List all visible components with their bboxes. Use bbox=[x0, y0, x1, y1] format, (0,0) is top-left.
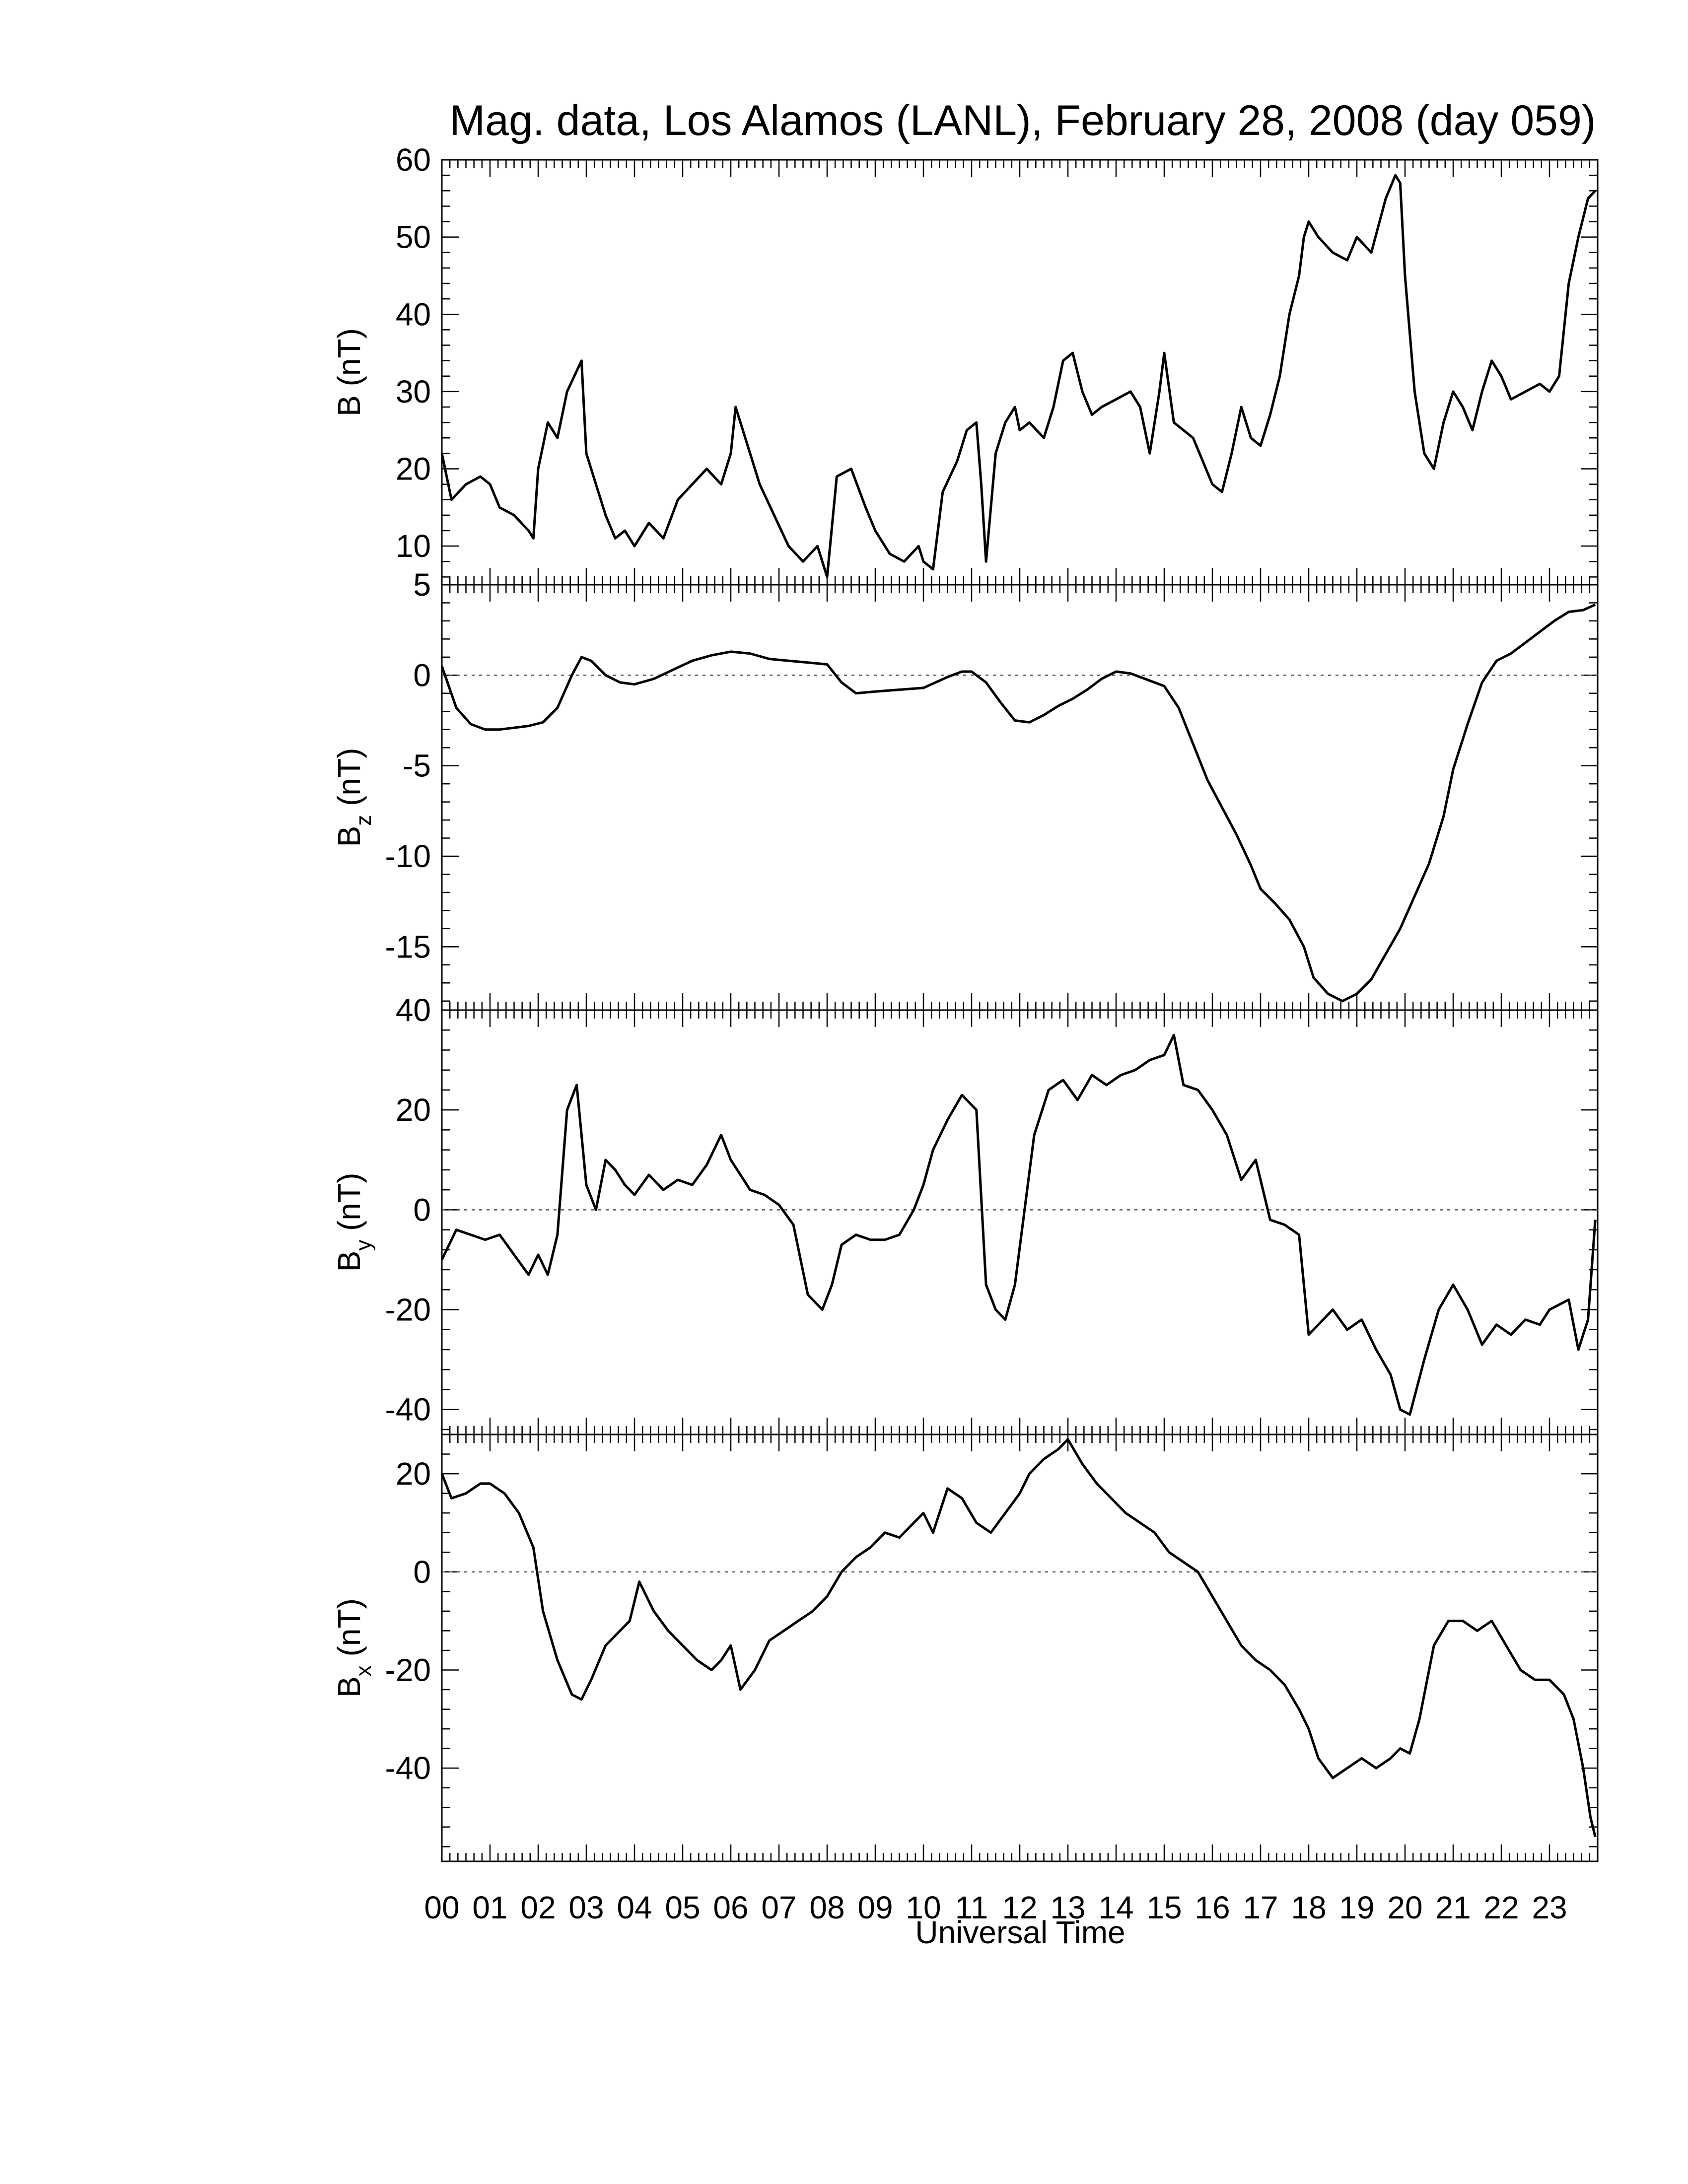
y-axis-title: Bx (nT) bbox=[331, 1598, 376, 1698]
x-tick-label: 19 bbox=[1339, 1890, 1374, 1925]
x-tick-label: 10 bbox=[906, 1890, 941, 1925]
x-tick-label: 03 bbox=[568, 1890, 604, 1925]
x-tick-label: 05 bbox=[665, 1890, 700, 1925]
x-axis-title: Universal Time bbox=[915, 1914, 1125, 1950]
y-tick-label: 40 bbox=[396, 296, 431, 332]
x-tick-label: 14 bbox=[1098, 1890, 1133, 1925]
panel-4: -40 -20 0 20 Bx (nT) bbox=[331, 1433, 1599, 1862]
x-tick-label: 15 bbox=[1146, 1890, 1182, 1925]
y-tick-label: 0 bbox=[413, 1192, 431, 1228]
x-tick-label: 00 bbox=[424, 1890, 459, 1925]
y-tick-label: -5 bbox=[403, 748, 431, 784]
x-tick-label: 22 bbox=[1483, 1890, 1519, 1925]
y-tick-label: 5 bbox=[413, 567, 431, 603]
y-tick-label: 0 bbox=[413, 657, 431, 693]
y-tick-label: 30 bbox=[396, 374, 431, 410]
x-tick-label: 13 bbox=[1050, 1890, 1085, 1925]
y-tick-label: -40 bbox=[385, 1750, 431, 1786]
series-line bbox=[440, 1438, 1597, 1838]
x-tick-label: 12 bbox=[1002, 1890, 1037, 1925]
y-axis-title: Bz (nT) bbox=[331, 748, 376, 847]
y-tick-label: 50 bbox=[396, 219, 431, 255]
x-tick-label: 04 bbox=[617, 1890, 652, 1925]
x-tick-label: 02 bbox=[520, 1890, 556, 1925]
x-tick-label: 11 bbox=[955, 1890, 988, 1925]
x-tick-label: 21 bbox=[1435, 1890, 1471, 1925]
x-tick-label: 23 bbox=[1532, 1890, 1567, 1925]
x-tick-label: 01 bbox=[472, 1890, 507, 1925]
x-tick-label: 09 bbox=[857, 1890, 893, 1925]
x-tick-label: 08 bbox=[809, 1890, 844, 1925]
x-tick-label: 06 bbox=[713, 1890, 748, 1925]
x-tick-label: 17 bbox=[1243, 1890, 1278, 1925]
y-tick-label: -20 bbox=[385, 1652, 431, 1688]
y-tick-label: -15 bbox=[385, 929, 431, 964]
x-tick-label: 07 bbox=[761, 1890, 796, 1925]
x-tick-label: 20 bbox=[1387, 1890, 1422, 1925]
y-tick-label: 40 bbox=[396, 992, 431, 1028]
x-axis: 00 01 02 03 04 05 06 07 08 09 10 11 12 13 14 15 16 17 18 19… bbox=[424, 1890, 1567, 1925]
y-tick-label: -20 bbox=[385, 1292, 431, 1328]
y-tick-label: 5 bbox=[413, 567, 431, 603]
y-tick-label: 20 bbox=[396, 1456, 431, 1492]
y-tick-label: 20 bbox=[396, 451, 431, 487]
series-line bbox=[440, 1033, 1597, 1416]
y-tick-label: 60 bbox=[396, 142, 431, 178]
x-tick-label: 16 bbox=[1195, 1890, 1230, 1925]
y-tick-label: 10 bbox=[396, 528, 431, 564]
series-line bbox=[440, 174, 1597, 578]
y-axis-title: B (nT) bbox=[331, 328, 367, 416]
x-tick-label: 18 bbox=[1291, 1890, 1326, 1925]
y-tick-label: 20 bbox=[396, 1092, 431, 1128]
panel-1: 10 20 30 40 50 60 5 B (nT) bbox=[331, 142, 1599, 603]
y-tick-label: -40 bbox=[385, 1392, 431, 1428]
y-tick-label: -10 bbox=[385, 838, 431, 874]
chart-title: Mag. data, Los Alamos (LANL), February 2… bbox=[450, 97, 1596, 144]
panel-3: -40 -20 0 20 40 By (nT) bbox=[331, 992, 1599, 1435]
y-axis-title: By (nT) bbox=[331, 1173, 376, 1272]
series-line bbox=[440, 603, 1596, 1003]
y-tick-label: 0 bbox=[413, 1554, 431, 1590]
